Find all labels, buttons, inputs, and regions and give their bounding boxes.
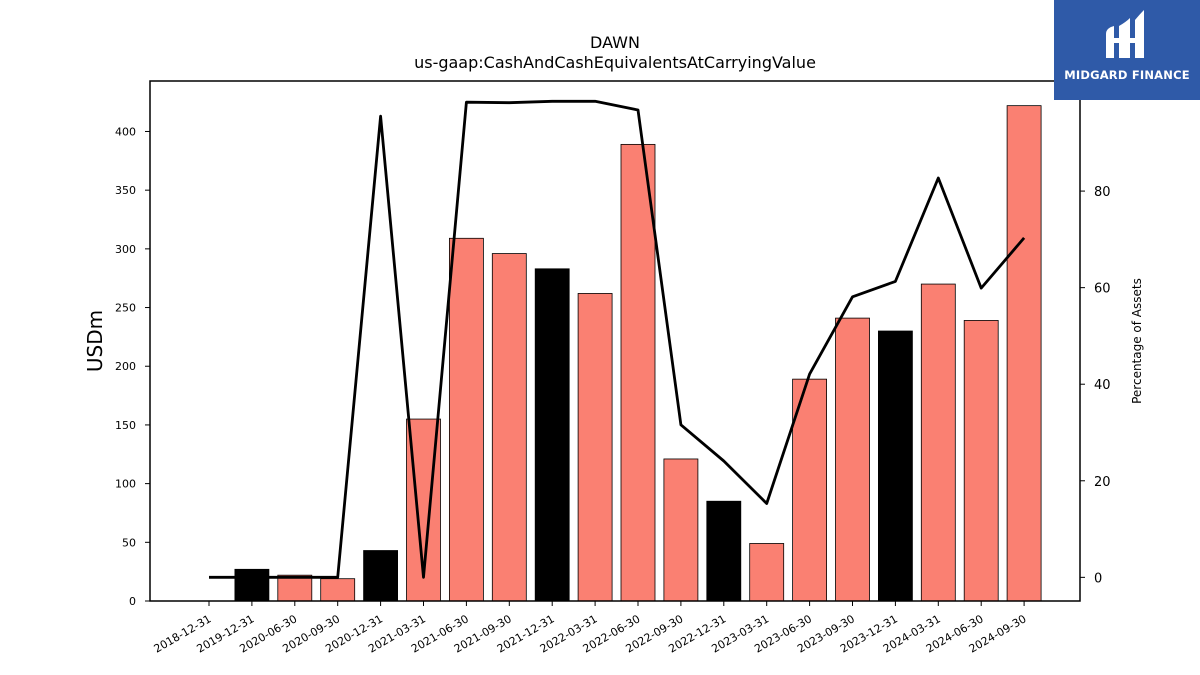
- line-group: [209, 99, 1026, 579]
- bar-2020-06-30: [277, 574, 313, 602]
- bar-2024-06-30: [963, 320, 999, 602]
- y-tick-label: 200: [115, 360, 136, 373]
- y-axis-label: USDm: [83, 310, 107, 372]
- bar-group: [234, 105, 1042, 602]
- logo-text: MIDGARD FINANCE: [1064, 68, 1190, 82]
- chart-subtitle: us-gaap:CashAndCashEquivalentsAtCarrying…: [414, 53, 816, 72]
- y-tick-label: 350: [115, 184, 136, 197]
- brand-logo: MIDGARD FINANCE: [1054, 0, 1200, 100]
- bar-2020-09-30: [320, 578, 356, 602]
- bar-2019-12-31: [234, 568, 270, 602]
- percentage-line: [209, 99, 1026, 579]
- bar-2021-09-30: [491, 253, 527, 602]
- chart-title: DAWN: [590, 33, 640, 52]
- logo-mark-icon: [1106, 10, 1144, 58]
- bar-2023-12-31: [878, 330, 913, 602]
- y-right-tick-label: 60: [1094, 282, 1111, 297]
- plot-frame: [149, 80, 1081, 602]
- bar-2023-09-30: [835, 317, 870, 602]
- y-tick-label: 150: [115, 419, 136, 432]
- y-axis-right-label: Percentage of Assets: [1130, 278, 1144, 404]
- bar-2023-06-30: [792, 378, 827, 602]
- bar-2021-06-30: [448, 237, 484, 602]
- y-tick-label: 300: [115, 243, 136, 256]
- y-tick-label: 250: [115, 302, 136, 315]
- y-right-tick-label: 20: [1094, 475, 1111, 490]
- y-tick-label: 0: [129, 595, 136, 608]
- y-right-tick-label: 40: [1094, 378, 1111, 393]
- bar-2024-09-30: [1006, 105, 1042, 602]
- y-axis-right: 0 20 40 60 80: [1080, 185, 1111, 586]
- y-axis-left: 0 50 100 150 200 250 300 350 400: [115, 125, 150, 608]
- bar-2020-12-31: [363, 550, 399, 602]
- bar-2022-03-31: [577, 293, 613, 602]
- bar-2022-12-31: [706, 500, 742, 602]
- y-tick-label: 400: [115, 125, 136, 138]
- y-tick-label: 50: [122, 536, 136, 549]
- x-axis: 2018-12-312019-12-312020-06-302020-09-30…: [152, 601, 1029, 656]
- y-right-tick-label: 80: [1094, 185, 1111, 200]
- bar-2022-06-30: [620, 143, 656, 602]
- y-right-tick-label: 0: [1094, 571, 1102, 586]
- bar-2023-03-31: [749, 543, 785, 602]
- bar-2021-12-31: [534, 268, 570, 602]
- y-tick-label: 100: [115, 478, 136, 491]
- bar-2022-09-30: [663, 458, 699, 602]
- bar-2024-03-31: [920, 283, 956, 602]
